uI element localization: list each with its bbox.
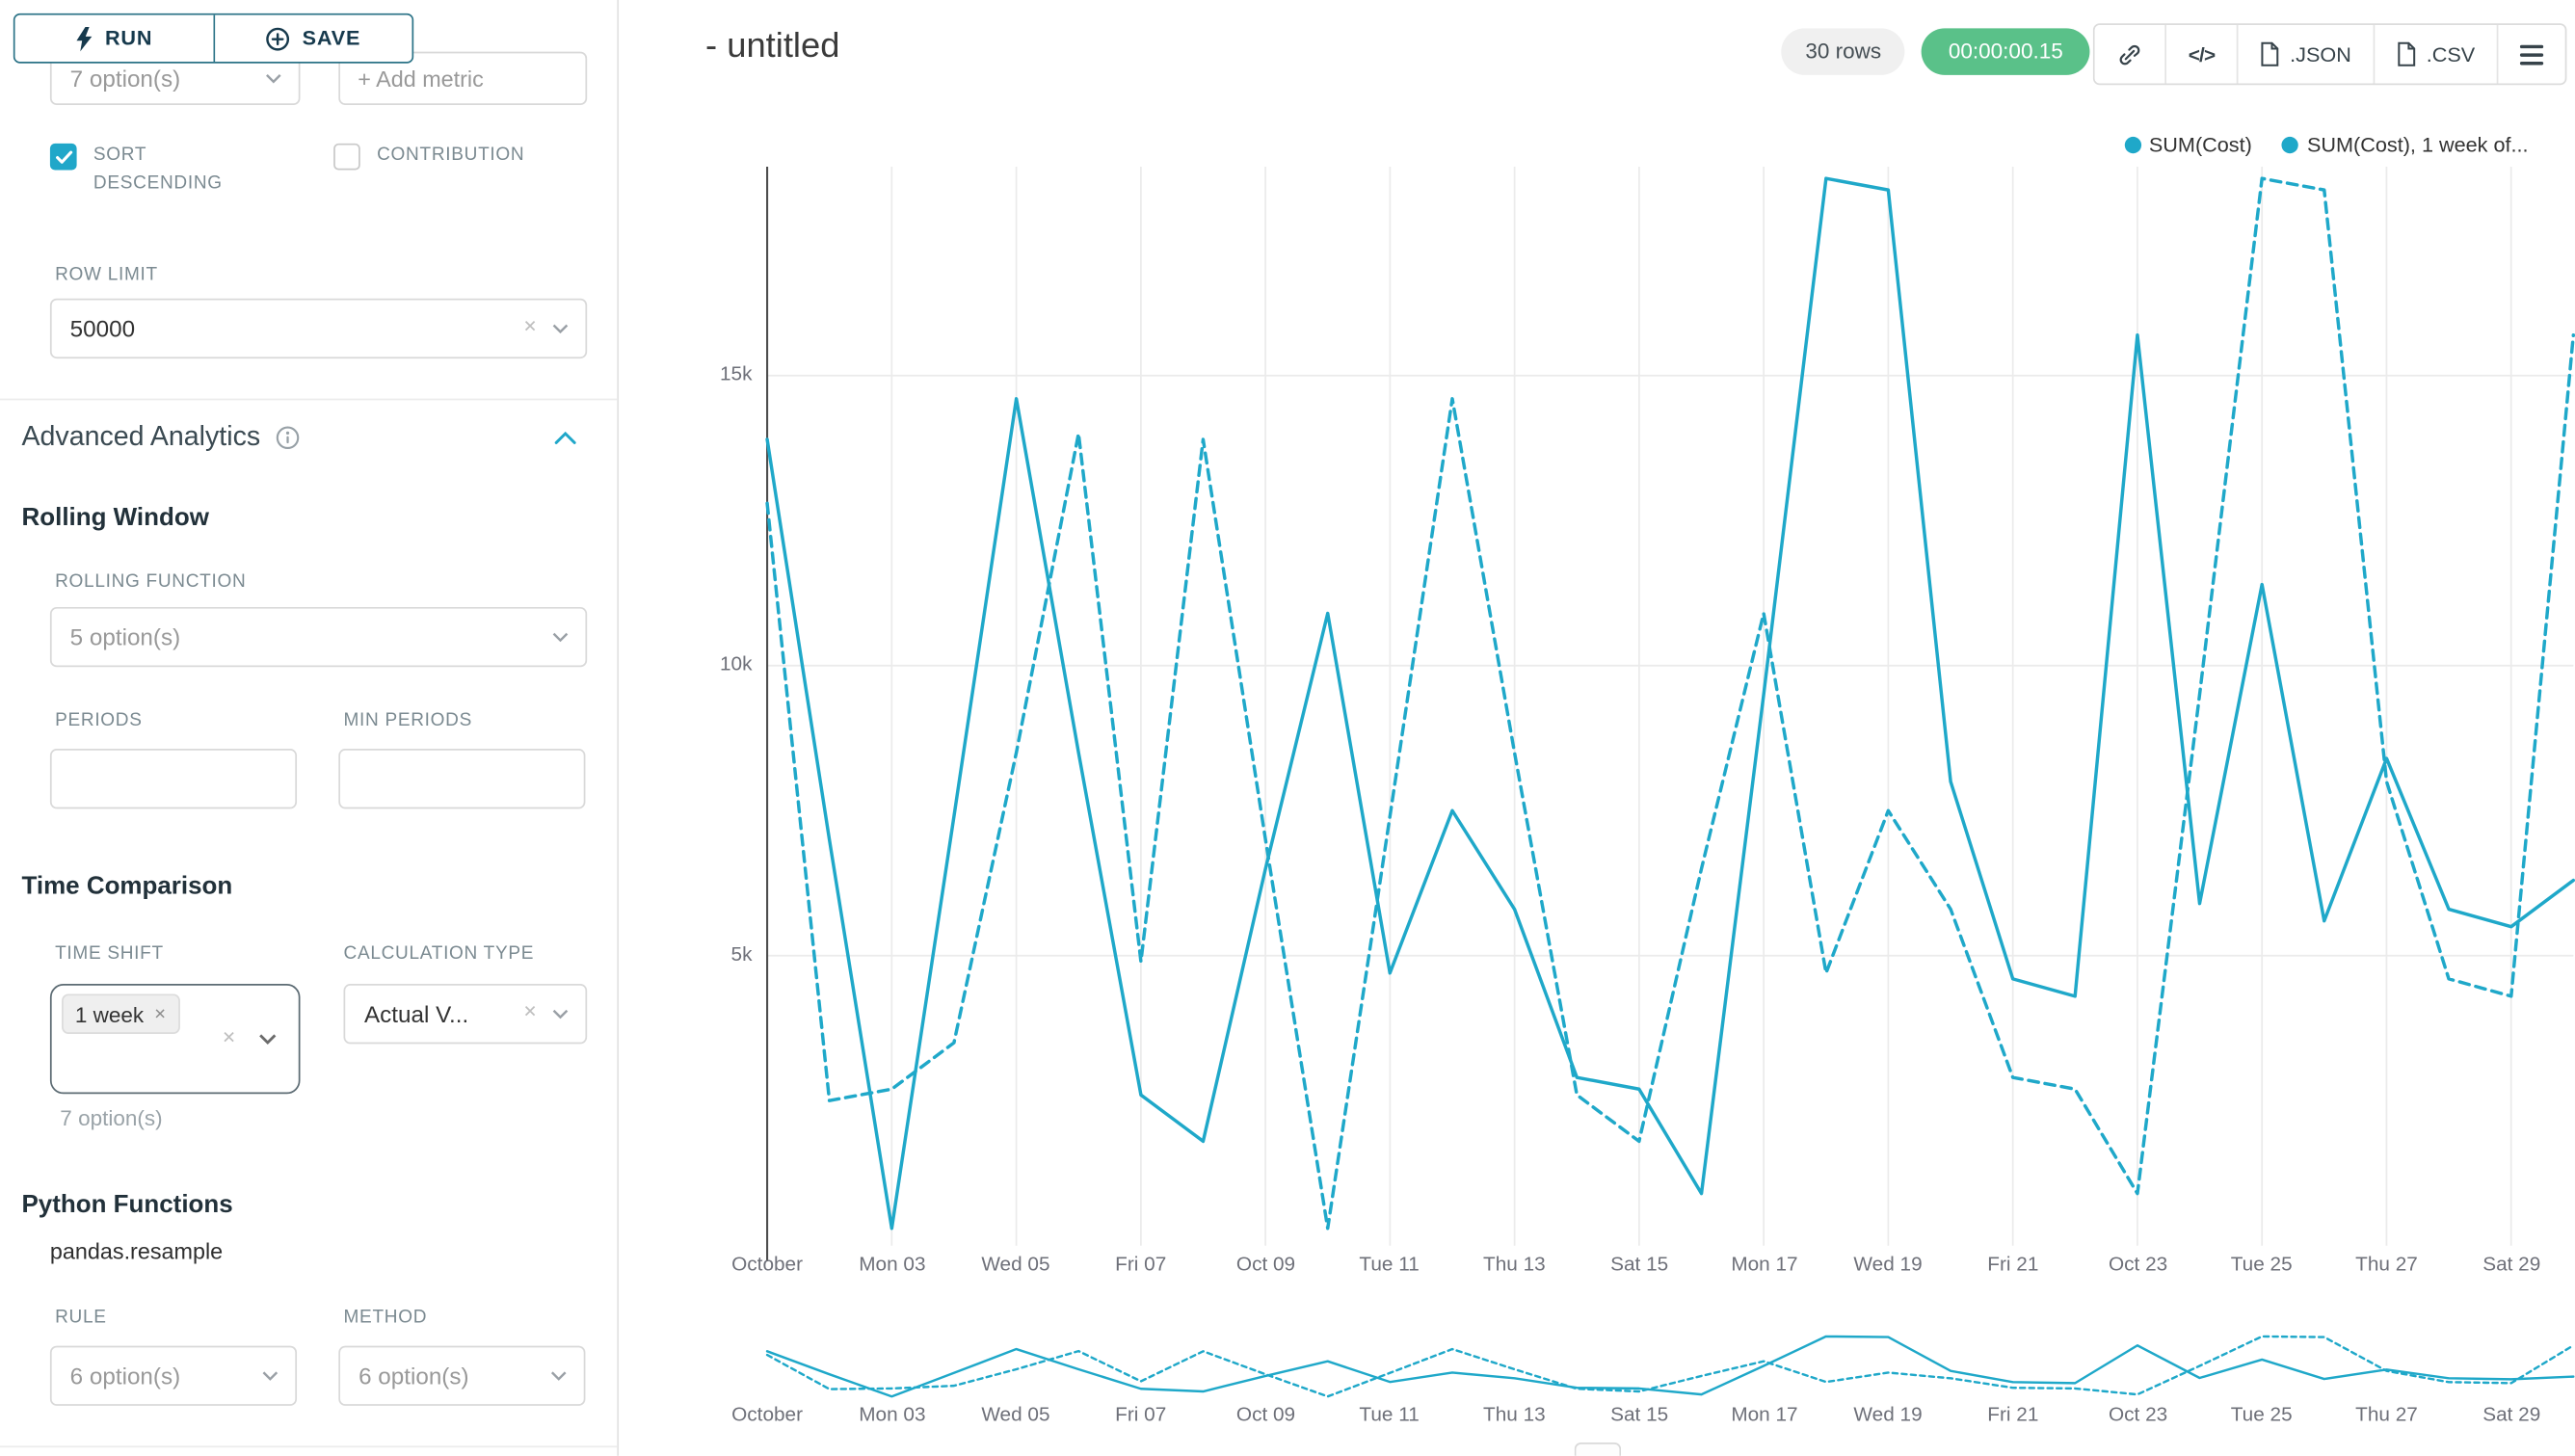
- method-value: 6 option(s): [358, 1363, 469, 1390]
- save-button[interactable]: SAVE: [214, 14, 412, 63]
- export-json-button[interactable]: .JSON: [2238, 24, 2376, 84]
- contribution-label: CONTRIBUTION: [377, 145, 525, 166]
- legend-dot-icon: [2282, 136, 2299, 154]
- sort-descending-checkbox[interactable]: SORT DESCENDING: [49, 142, 224, 199]
- control-panel: RUN SAVE 7 option(s) + Add metric: [0, 0, 620, 1456]
- collapse-chevron-up-icon[interactable]: [554, 431, 577, 446]
- chevron-down-icon: [552, 632, 569, 643]
- periods-label: PERIODS: [55, 710, 143, 731]
- rolling-function-select[interactable]: 5 option(s): [49, 607, 588, 668]
- export-csv-button[interactable]: .CSV: [2375, 24, 2499, 84]
- remove-tag-icon[interactable]: ✕: [153, 1005, 167, 1022]
- chart-panel: - untitled 30 rows 00:00:00.15 </> .JSON: [619, 0, 2575, 1456]
- time-shift-options-hint: 7 option(s): [60, 1105, 163, 1131]
- chevron-down-icon: [550, 1371, 567, 1382]
- contribution-checkbox[interactable]: CONTRIBUTION: [333, 142, 524, 199]
- run-button[interactable]: RUN: [14, 14, 213, 63]
- periods-inputs-row: [49, 749, 587, 809]
- checkbox-unchecked-icon: [333, 143, 360, 171]
- rolling-function-label: ROLLING FUNCTION: [55, 571, 247, 593]
- chevron-down-icon: [259, 1034, 278, 1046]
- time-comparison-title: Time Comparison: [21, 872, 233, 901]
- advanced-analytics-title: Advanced Analytics: [21, 422, 261, 453]
- rule-method-labels-row: RULE METHOD: [50, 1305, 587, 1334]
- checkbox-row: SORT DESCENDING CONTRIBUTION: [49, 142, 587, 199]
- rule-value: 6 option(s): [69, 1363, 181, 1390]
- clear-icon[interactable]: ✕: [522, 1004, 538, 1023]
- button-divider: [212, 14, 215, 63]
- method-label: METHOD: [343, 1308, 428, 1329]
- time-shift-labels-row: TIME SHIFT CALCULATION TYPE: [50, 940, 587, 969]
- rolling-function-value: 5 option(s): [69, 623, 181, 651]
- method-select[interactable]: 6 option(s): [338, 1346, 586, 1407]
- export-json-label: .JSON: [2290, 42, 2351, 66]
- row-limit-value: 50000: [69, 315, 136, 343]
- add-metric-label: + Add metric: [358, 66, 484, 92]
- time-shift-tag-label: 1 week: [74, 1001, 145, 1027]
- bolt-icon: [76, 26, 93, 51]
- time-shift-tag: 1 week ✕: [62, 993, 180, 1035]
- menu-button[interactable]: [2498, 24, 2565, 84]
- legend-label: SUM(Cost): [2148, 133, 2252, 157]
- run-button-label: RUN: [104, 26, 153, 50]
- row-count-badge: 30 rows: [1782, 28, 1905, 75]
- export-toolbar: </> .JSON .CSV: [2093, 23, 2567, 86]
- time-shift-select[interactable]: 1 week ✕ ✕: [49, 984, 302, 1095]
- section-divider: [0, 1445, 618, 1448]
- row-limit-label: ROW LIMIT: [55, 265, 158, 286]
- checkbox-checked-icon: [49, 143, 77, 171]
- export-csv-label: .CSV: [2426, 42, 2476, 66]
- chevron-down-icon: [264, 73, 280, 84]
- clear-icon[interactable]: ✕: [522, 318, 538, 337]
- file-icon: [2261, 41, 2279, 66]
- row-limit-select[interactable]: 50000 ✕: [49, 299, 588, 359]
- code-icon: </>: [2188, 42, 2216, 66]
- info-icon: [276, 426, 301, 451]
- sort-descending-label: SORT DESCENDING: [93, 145, 223, 194]
- min-periods-label: MIN PERIODS: [343, 710, 473, 731]
- rule-select[interactable]: 6 option(s): [49, 1346, 298, 1407]
- python-functions-title: Python Functions: [21, 1191, 233, 1220]
- chevron-down-icon: [552, 1009, 569, 1019]
- legend-dot-icon: [2123, 136, 2141, 154]
- periods-input[interactable]: [49, 749, 298, 809]
- section-divider: [0, 398, 618, 401]
- query-buttons: RUN SAVE: [13, 13, 414, 64]
- clear-icon[interactable]: ✕: [222, 1030, 236, 1049]
- calculation-type-value: Actual V...: [364, 1000, 469, 1028]
- rule-method-row: 6 option(s) 6 option(s): [49, 1346, 587, 1407]
- legend-item-sum-cost[interactable]: SUM(Cost): [2123, 133, 2252, 157]
- rule-label: RULE: [55, 1308, 107, 1329]
- legend-item-sum-cost-offset[interactable]: SUM(Cost), 1 week of...: [2282, 133, 2529, 157]
- bottom-drag-handle[interactable]: [1573, 1442, 1621, 1456]
- chevron-down-icon: [262, 1371, 279, 1382]
- chevron-down-icon: [552, 324, 569, 334]
- link-icon: [2119, 44, 2140, 65]
- periods-labels-row: PERIODS MIN PERIODS: [50, 707, 587, 736]
- advanced-analytics-header: Advanced Analytics: [21, 422, 587, 454]
- python-function-name: pandas.resample: [49, 1239, 224, 1265]
- plus-circle-icon: [266, 26, 290, 50]
- calculation-type-select[interactable]: Actual V... ✕: [344, 984, 588, 1045]
- copy-link-button[interactable]: [2094, 24, 2167, 84]
- calculation-type-label: CALCULATION TYPE: [343, 943, 535, 965]
- time-shift-label: TIME SHIFT: [55, 943, 164, 965]
- min-periods-input[interactable]: [338, 749, 586, 809]
- save-button-label: SAVE: [302, 26, 361, 50]
- embed-code-button[interactable]: </>: [2166, 24, 2239, 84]
- hamburger-icon: [2519, 43, 2544, 65]
- file-icon: [2397, 41, 2415, 66]
- legend-label: SUM(Cost), 1 week of...: [2306, 133, 2529, 157]
- metric-select-value: 7 option(s): [69, 65, 181, 93]
- time-shift-row: 1 week ✕ ✕ Actual V... ✕: [49, 984, 588, 1095]
- chart-title: - untitled: [705, 26, 840, 66]
- chart-legend: SUM(Cost) SUM(Cost), 1 week of...: [2123, 133, 2529, 157]
- rolling-window-title: Rolling Window: [21, 503, 209, 533]
- query-timer-badge: 00:00:00.15: [1922, 28, 2090, 75]
